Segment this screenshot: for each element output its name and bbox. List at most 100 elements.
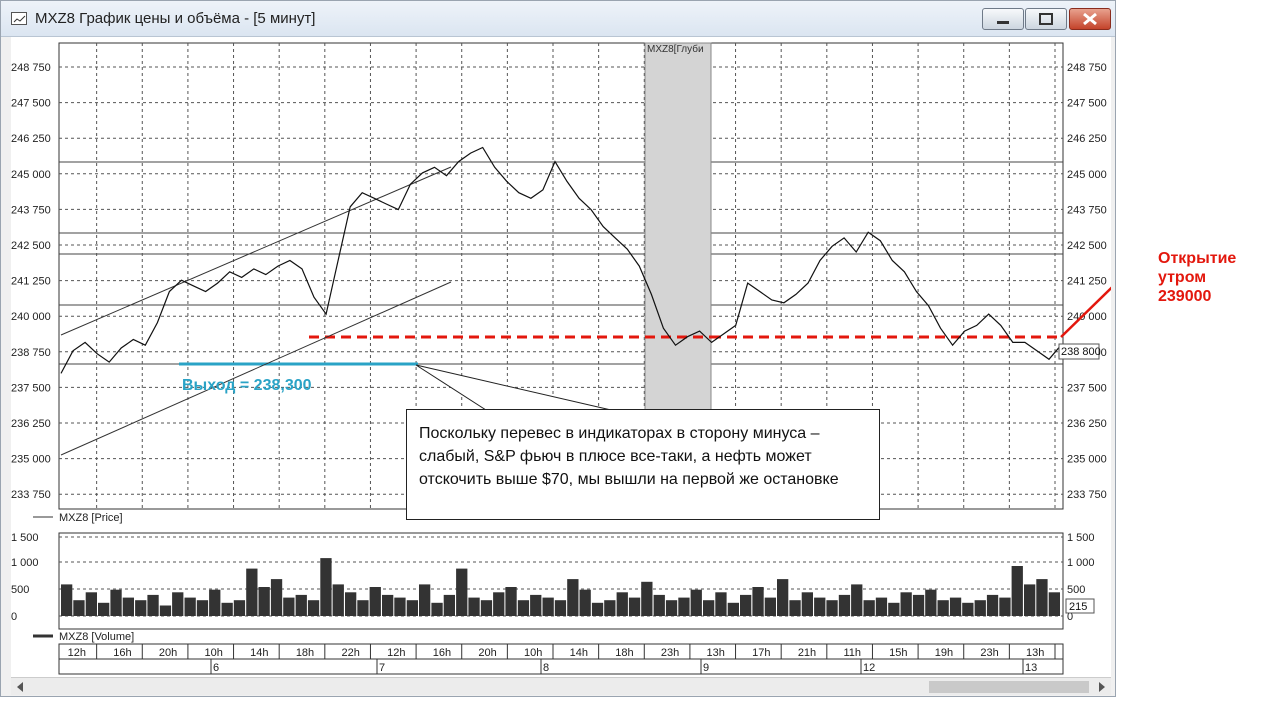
horizontal-scrollbar[interactable] (11, 677, 1111, 695)
volume-bar (678, 597, 690, 616)
volume-bar (777, 579, 789, 616)
volume-bar (801, 592, 813, 616)
day-label: 12 (863, 662, 875, 674)
scroll-thumb[interactable] (929, 681, 1089, 693)
orderbook-band (644, 42, 712, 412)
day-label: 7 (379, 662, 385, 674)
day-label: 6 (213, 662, 219, 674)
price-axis-label-left: 235 000 (11, 454, 51, 466)
volume-bar (814, 597, 826, 616)
volume-bar (554, 600, 567, 616)
volume-bar (307, 600, 320, 616)
volume-bar (604, 600, 616, 616)
volume-bar (369, 587, 381, 616)
volume-bar (270, 579, 283, 616)
maximize-button[interactable] (1025, 8, 1067, 30)
open-label: Открытие утром 239000 (1158, 249, 1268, 306)
volume-bar (419, 584, 431, 616)
hour-label: 19h (935, 647, 953, 659)
volume-bar (147, 594, 159, 616)
price-axis-label-right: 241 250 (1067, 276, 1107, 288)
volume-bar (382, 594, 394, 616)
hour-label: 14h (570, 647, 588, 659)
price-axis-label-left: 238 750 (11, 347, 51, 359)
hour-label: 14h (250, 647, 268, 659)
current-price-label: 238 800 (1061, 346, 1101, 358)
volume-bar (61, 584, 73, 616)
scroll-left-icon[interactable] (17, 682, 23, 692)
volume-bar (456, 568, 468, 616)
price-axis-label-left: 248 750 (11, 62, 51, 74)
close-button[interactable] (1069, 8, 1111, 30)
volume-bar (320, 558, 332, 616)
hour-label: 13h (707, 647, 725, 659)
volume-bar (209, 589, 221, 616)
hour-label: 18h (296, 647, 314, 659)
volume-bar (999, 597, 1011, 616)
hour-label: 15h (889, 647, 907, 659)
volume-bar (888, 602, 900, 616)
day-label: 9 (703, 662, 709, 674)
volume-bar (221, 602, 233, 616)
price-volume-chart[interactable]: MXZ8[Глуби 248 750 248 750 247 500 247 500 2… (11, 37, 1142, 677)
price-axis-label-right: 246 250 (1067, 133, 1107, 145)
volume-bar (690, 589, 702, 616)
price-axis-label-left: 247 500 (11, 98, 51, 110)
volume-bar (196, 600, 209, 616)
hour-label: 23h (980, 647, 998, 659)
hour-label: 17h (752, 647, 770, 659)
price-axis-label-left: 243 750 (11, 204, 51, 216)
hour-label: 10h (205, 647, 223, 659)
volume-bar (962, 602, 974, 616)
volume-bar (838, 594, 851, 616)
chart-area[interactable]: MXZ8[Глуби 248 750 248 750 247 500 247 500 2… (11, 37, 1142, 687)
volume-axis-label-right: 1 500 (1067, 532, 1095, 544)
volume-bar (246, 568, 258, 616)
window-title: MXZ8 График цены и объёма - [5 минут] (35, 10, 316, 27)
volume-bar (480, 600, 493, 616)
volume-bar (542, 597, 554, 616)
volume-bar (530, 594, 542, 616)
volume-bar (875, 597, 888, 616)
volume-bar (406, 600, 418, 616)
price-axis-label-left: 245 000 (11, 169, 51, 181)
title-bar[interactable]: MXZ8 График цены и объёма - [5 минут] (1, 1, 1115, 37)
volume-bar (394, 597, 406, 616)
volume-bar (703, 600, 715, 616)
hour-label: 23h (661, 647, 679, 659)
scrollbar-graphics (17, 681, 1105, 693)
price-axis-label-left: 241 250 (11, 276, 51, 288)
volume-bar (789, 600, 801, 616)
minimize-button[interactable] (982, 8, 1024, 30)
volume-bar (493, 592, 505, 616)
current-volume-box (1065, 598, 1095, 614)
scroll-right-icon[interactable] (1099, 682, 1105, 692)
hour-label: 10h (524, 647, 542, 659)
volume-bar (184, 597, 196, 616)
volume-bar (579, 589, 591, 616)
volume-bars (61, 558, 1060, 616)
current-price-box (1058, 343, 1100, 360)
hour-label: 12h (387, 647, 405, 659)
volume-bar (1036, 579, 1048, 616)
channel-upper-line (60, 166, 452, 336)
day-label: 13 (1025, 662, 1037, 674)
hour-label: 20h (478, 647, 496, 659)
price-axis-label-right: 245 000 (1067, 169, 1107, 181)
volume-bar (505, 587, 517, 616)
price-axis-label-right: 248 750 (1067, 62, 1107, 74)
price-axis-label-left: 237 500 (11, 382, 51, 394)
volume-bar (900, 592, 912, 616)
volume-bar (986, 594, 999, 616)
close-icon (1083, 12, 1097, 26)
current-volume-label: 215 (1069, 601, 1087, 613)
hour-label: 11h (843, 647, 861, 659)
volume-axis-label-right: 500 (1067, 584, 1085, 596)
volume-bar (233, 600, 246, 616)
volume-bar (616, 592, 628, 616)
volume-bar (468, 597, 480, 616)
price-axis-label-right: 242 500 (1067, 240, 1107, 252)
volume-bar (974, 600, 986, 616)
orderbook-label: MXZ8[Глуби (647, 43, 704, 55)
volume-axis-label-left: 1 000 (11, 557, 39, 569)
